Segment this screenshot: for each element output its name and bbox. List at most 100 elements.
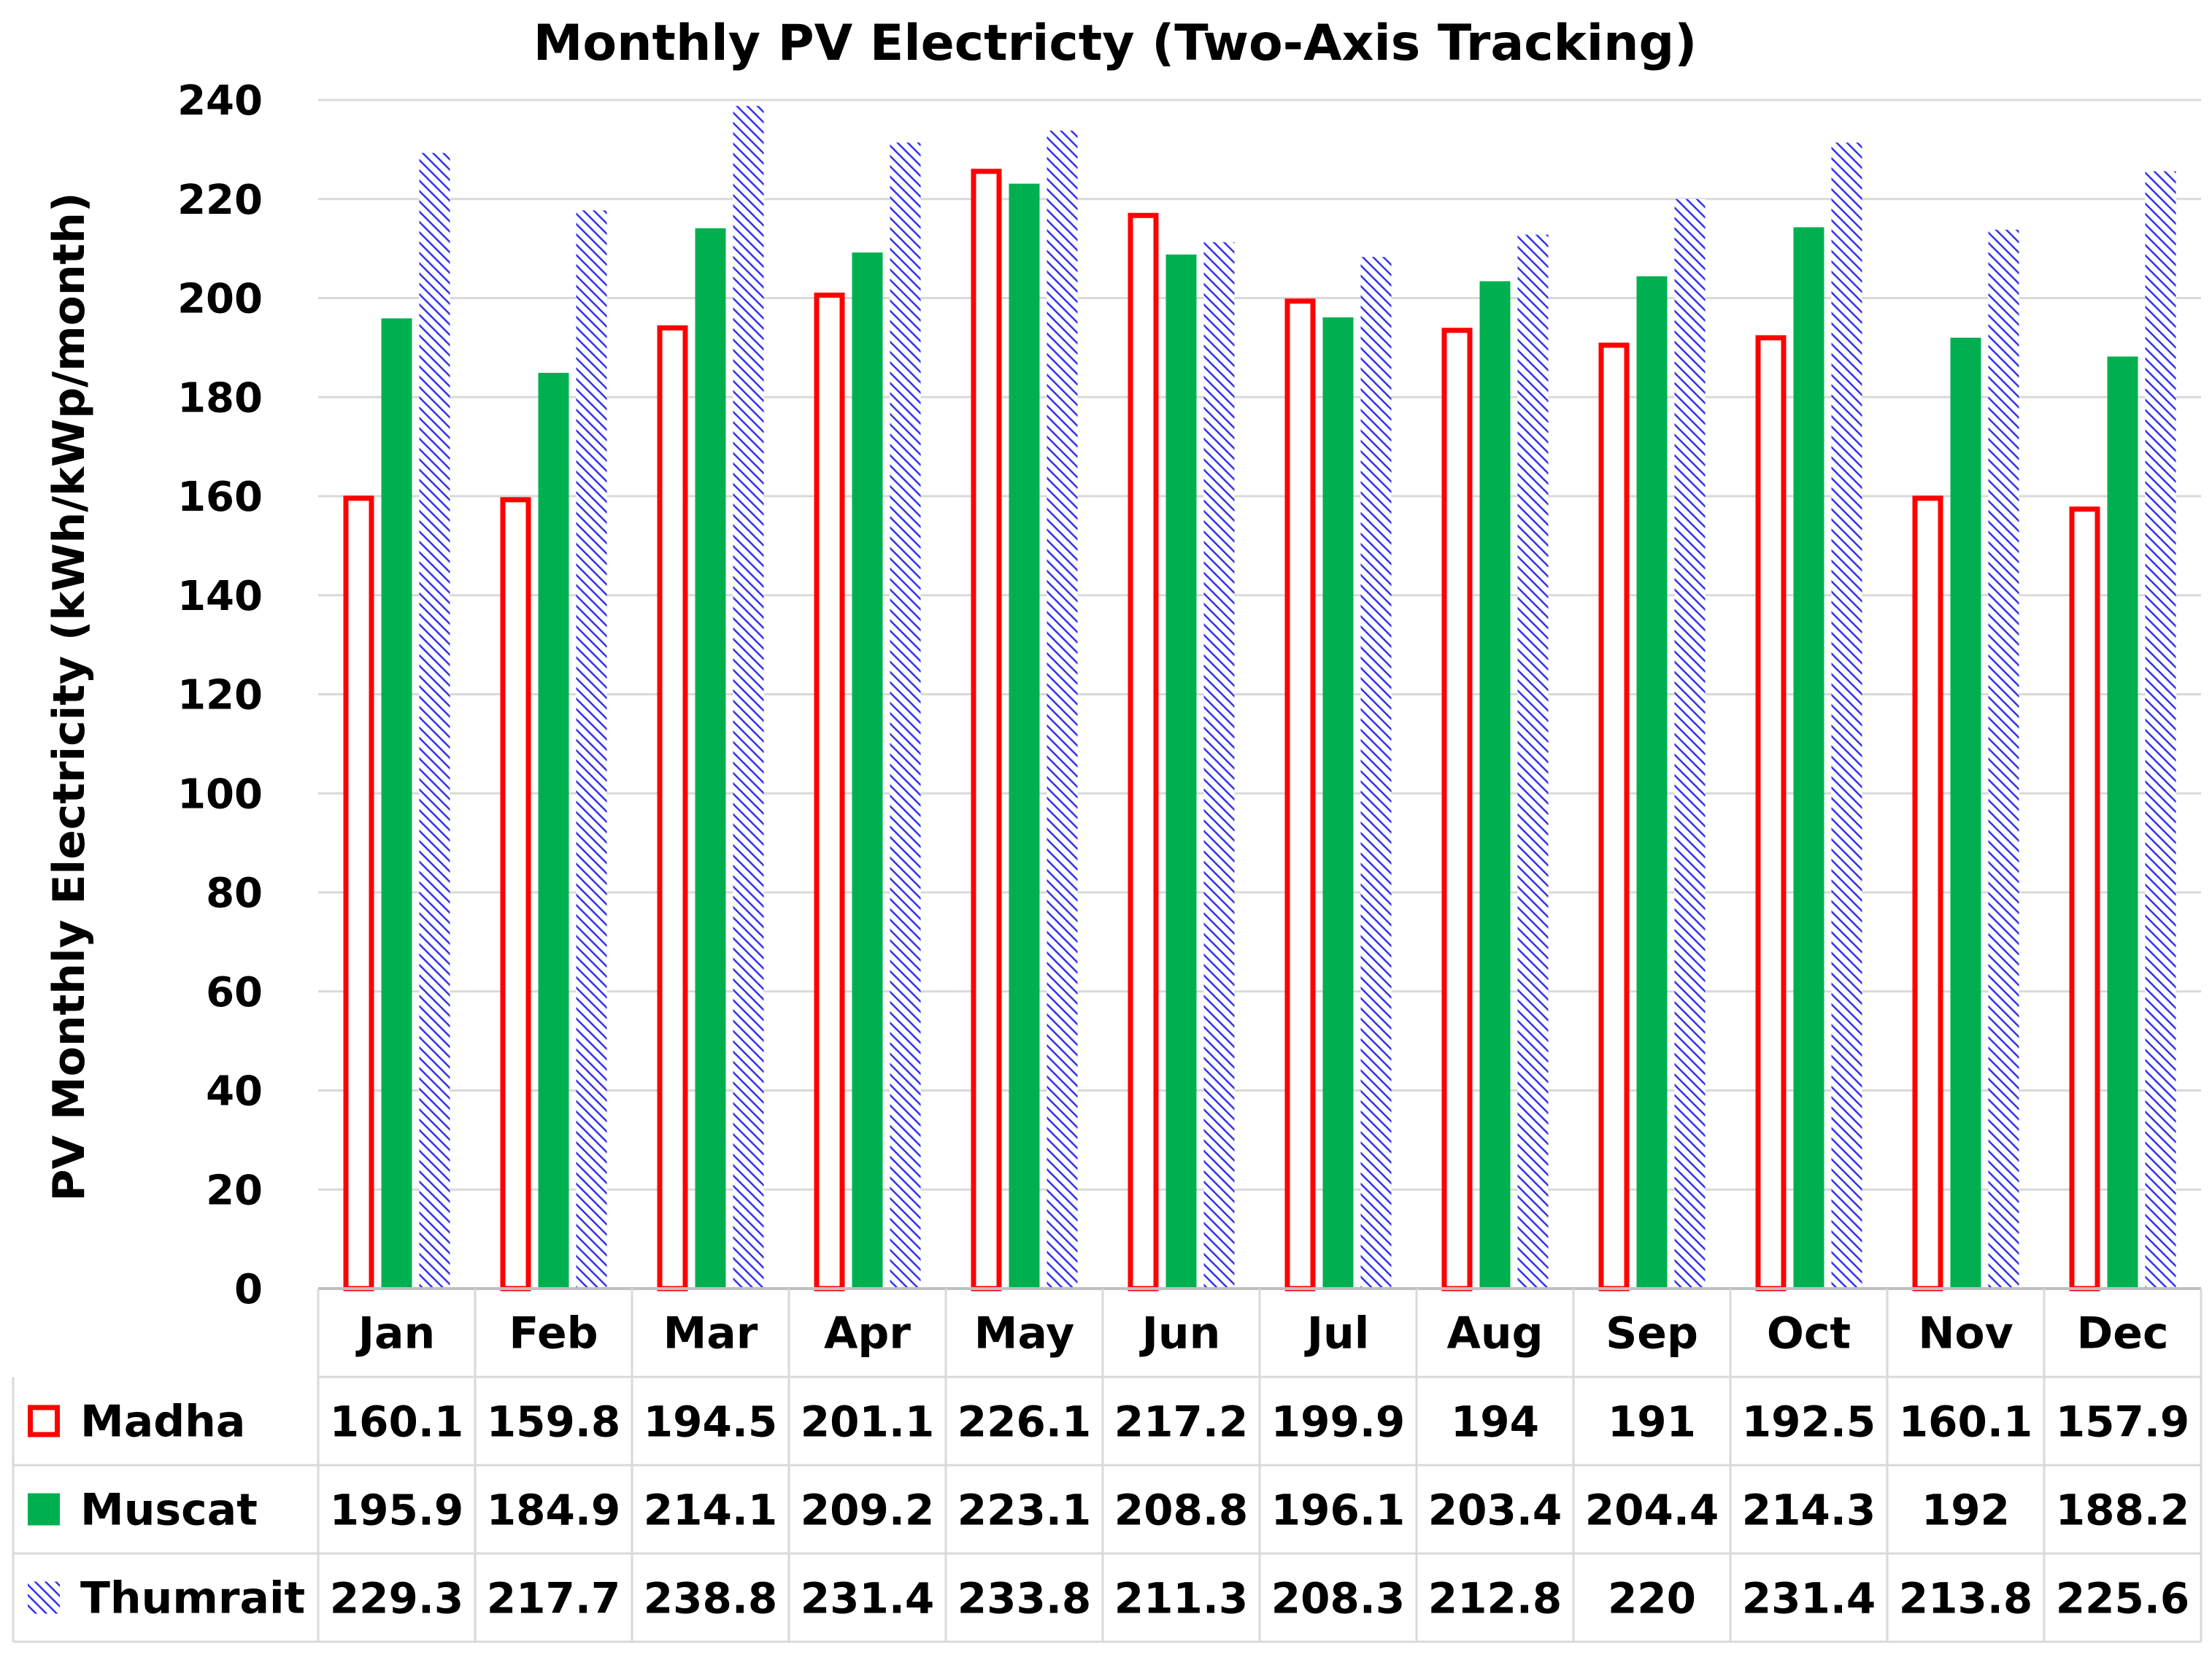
data-table-cell: 223.1 — [957, 1486, 1091, 1535]
data-table-cell: 159.8 — [487, 1397, 620, 1447]
x-tick-label: Sep — [1606, 1308, 1698, 1359]
bar-muscat-jun — [1165, 254, 1197, 1289]
data-table-cell: 231.4 — [1742, 1574, 1876, 1624]
legend-label-muscat: Muscat — [80, 1485, 258, 1536]
y-tick-label: 60 — [206, 969, 263, 1016]
bar-muscat-may — [1009, 183, 1040, 1289]
bar-thumrait-sep — [1674, 198, 1706, 1289]
data-table-cell: 229.3 — [330, 1574, 463, 1624]
bar-muscat-jan — [381, 318, 412, 1289]
y-axis-label: PV Monthly Electricity (kWh/kWp/month) — [44, 193, 95, 1202]
bar-thumrait-dec — [2145, 171, 2176, 1289]
x-tick-label: Aug — [1446, 1308, 1543, 1359]
x-tick-label: Mar — [663, 1308, 758, 1359]
chart-title: Monthly PV Electricty (Two-Axis Tracking… — [533, 15, 1697, 72]
bar-madha-feb — [500, 497, 531, 1292]
legend-label-madha: Madha — [80, 1397, 245, 1448]
data-table-cell: 160.1 — [1899, 1397, 2032, 1447]
bar-muscat-apr — [852, 252, 883, 1289]
y-axis-ticks: 0 20 40 60 80 100 120 140 160 180 200 220 240 — [177, 77, 263, 1313]
x-tick-label: Jun — [1139, 1308, 1221, 1359]
bar-muscat-oct — [1793, 227, 1824, 1289]
bar-madha-aug — [1441, 328, 1473, 1292]
bar-thumrait-jan — [419, 153, 450, 1289]
bar-thumrait-oct — [1831, 142, 1862, 1289]
data-table-cell: 191 — [1608, 1397, 1696, 1447]
bar-madha-jul — [1284, 298, 1316, 1292]
data-table-cell: 217.2 — [1114, 1397, 1248, 1447]
gridlines — [318, 99, 2201, 1191]
data-table-cell: 208.3 — [1271, 1574, 1405, 1624]
x-tick-label: Jul — [1304, 1308, 1370, 1359]
x-tick-label: Dec — [2076, 1308, 2168, 1359]
data-table-cell: 160.1 — [330, 1397, 463, 1447]
bar-thumrait-jul — [1360, 257, 1392, 1289]
x-tick-label: Jan — [355, 1308, 436, 1359]
data-table-cell: 220 — [1608, 1574, 1696, 1624]
bar-thumrait-may — [1047, 131, 1078, 1289]
bar-thumrait-apr — [890, 142, 921, 1289]
bar-madha-oct — [1755, 335, 1787, 1292]
y-tick-label: 160 — [177, 474, 263, 521]
x-tick-label: Apr — [824, 1308, 911, 1359]
data-table-cell: 238.8 — [644, 1574, 777, 1624]
data-table-cell: 192.5 — [1742, 1397, 1876, 1447]
bar-madha-nov — [1912, 495, 1943, 1292]
bar-muscat-feb — [538, 372, 569, 1289]
y-tick-label: 100 — [177, 771, 263, 818]
data-table-cell: 199.9 — [1271, 1397, 1405, 1447]
data-table-cell: 184.9 — [487, 1486, 620, 1535]
bar-muscat-aug — [1479, 281, 1511, 1289]
x-tick-label: Oct — [1767, 1308, 1851, 1359]
data-table-cell: 231.4 — [801, 1574, 934, 1624]
y-tick-label: 120 — [177, 672, 263, 719]
y-tick-label: 80 — [206, 870, 263, 917]
bar-madha-dec — [2069, 506, 2100, 1292]
data-table-cell: 211.3 — [1114, 1574, 1248, 1624]
data-table-cell: 214.1 — [644, 1486, 777, 1535]
data-table-cell: 209.2 — [801, 1486, 934, 1535]
y-tick-label: 240 — [177, 77, 263, 125]
bar-thumrait-feb — [576, 210, 607, 1289]
bar-muscat-sep — [1636, 276, 1668, 1289]
y-tick-label: 0 — [234, 1266, 263, 1313]
bar-madha-sep — [1598, 342, 1630, 1292]
data-table-cell: 225.6 — [2056, 1574, 2189, 1624]
bar-madha-jun — [1128, 212, 1159, 1292]
data-table-cell: 192 — [1922, 1486, 2010, 1535]
bar-thumrait-mar — [733, 106, 764, 1289]
bar-muscat-nov — [1950, 337, 1981, 1289]
y-tick-label: 200 — [177, 276, 263, 323]
bar-muscat-mar — [695, 228, 726, 1289]
data-table-cell: 196.1 — [1271, 1486, 1405, 1535]
bar-thumrait-aug — [1517, 234, 1549, 1289]
y-tick-label: 140 — [177, 573, 263, 620]
x-tick-label: May — [974, 1308, 1074, 1359]
data-table-cell: 194 — [1451, 1397, 1539, 1447]
y-tick-label: 40 — [206, 1068, 263, 1116]
data-table: Jan Feb Mar Apr May Jun Jul Aug Sep Oct Nov Dec Madh… — [12, 1287, 2203, 1643]
bars — [343, 106, 2176, 1292]
legend-key-muscat — [28, 1493, 60, 1526]
x-tick-label: Feb — [509, 1308, 598, 1359]
data-table-cell: 217.7 — [487, 1574, 620, 1624]
bar-thumrait-nov — [1988, 229, 2019, 1289]
y-tick-label: 20 — [206, 1167, 263, 1214]
data-table-cell: 214.3 — [1742, 1486, 1876, 1535]
bar-madha-mar — [657, 325, 688, 1292]
legend-label-thumrait: Thumrait — [80, 1573, 305, 1624]
x-tick-label: Nov — [1918, 1308, 2013, 1359]
legend-key-thumrait — [28, 1581, 60, 1614]
bar-madha-jan — [343, 495, 374, 1292]
data-table-cell: 194.5 — [644, 1397, 777, 1447]
data-table-cell: 233.8 — [957, 1574, 1091, 1624]
data-table-cell: 208.8 — [1114, 1486, 1248, 1535]
data-table-cell: 195.9 — [330, 1486, 463, 1535]
bar-muscat-jul — [1322, 317, 1354, 1289]
bar-thumrait-jun — [1203, 242, 1235, 1289]
y-tick-label: 180 — [177, 374, 263, 422]
data-table-cell: 212.8 — [1428, 1574, 1562, 1624]
bar-madha-may — [971, 169, 1002, 1292]
data-table-cell: 213.8 — [1899, 1574, 2032, 1624]
